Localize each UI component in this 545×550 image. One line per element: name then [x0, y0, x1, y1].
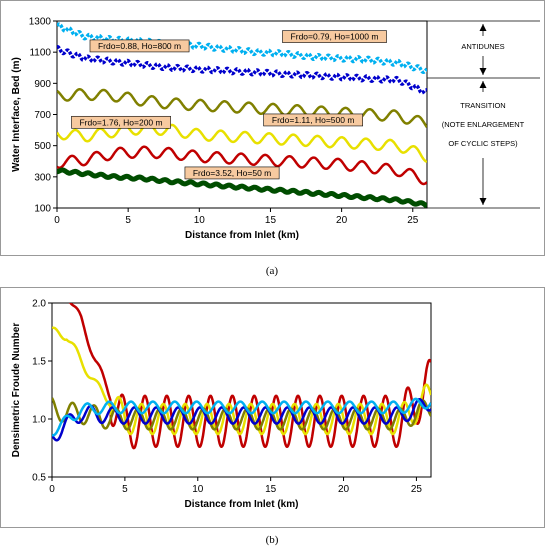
x-axis-label: Distance from Inlet (km) [185, 230, 299, 241]
x-tick-label: 25 [407, 215, 419, 226]
panel-a-label: (a) [266, 265, 279, 277]
series-line-0 [57, 22, 427, 75]
annotation-box [263, 113, 364, 127]
y-tick-label: 1300 [29, 17, 52, 28]
series-line-3 [57, 122, 427, 164]
annotation-label: Frdo=3.52, Ho=50 m [193, 168, 271, 178]
annotation-label: Frdo=0.88, Ho=800 m [98, 41, 181, 51]
x-tick-label: 0 [54, 215, 60, 226]
series-line-2 [57, 88, 427, 129]
x-tick-label: 20 [338, 484, 350, 495]
transition-label-line: TRANSITION [460, 101, 505, 110]
plot-area [51, 302, 432, 478]
y-tick-label: 0.5 [32, 473, 46, 484]
y-tick-label: 1100 [29, 48, 51, 59]
x-tick-label: 10 [194, 215, 206, 226]
x-tick-label: 5 [122, 484, 128, 495]
transition-label-line: (NOTE ENLARGEMENT [442, 120, 525, 129]
x-tick-label: 0 [49, 484, 55, 495]
x-tick-label: 15 [265, 215, 277, 226]
x-tick-label: 25 [411, 484, 423, 495]
series-line-0 [68, 303, 431, 450]
y-tick-label: 100 [34, 204, 51, 215]
y-tick-label: 700 [34, 110, 51, 121]
y-tick-label: 1.0 [32, 415, 46, 426]
arrow-head [479, 81, 487, 88]
annotation-label: Frdo=1.11, Ho=500 m [272, 115, 355, 125]
panel-b-chart: 0 5 10 15 20 25 0.5 1.0 1.5 2.0 Distance from Inle… [11, 299, 432, 510]
x-tick-label: 5 [125, 215, 131, 226]
annotation-box [89, 39, 190, 53]
transition-label-line: OF CYCLIC STEPS) [448, 139, 518, 148]
arrow-head [479, 24, 487, 31]
series-group [52, 303, 431, 450]
arrow-head [479, 198, 487, 205]
series-line-1 [57, 45, 427, 95]
x-tick-label: 10 [192, 484, 204, 495]
y-axis-label: Densimetric Froude Number [11, 323, 22, 458]
series-line-4 [52, 397, 431, 437]
y-tick-label: 1.5 [32, 357, 46, 368]
annotation-box [184, 166, 280, 180]
y-tick-label: 500 [34, 141, 51, 152]
x-axis-label: Distance from Inlet (km) [185, 499, 299, 510]
x-tick-label: 15 [265, 484, 277, 495]
y-tick-label: 2.0 [32, 299, 46, 310]
annotation-box [71, 115, 171, 129]
annotation-label: Frdo=0.79, Ho=1000 m [291, 32, 379, 42]
annotation-box [282, 30, 387, 43]
annotation-label: Frdo=1.76, Ho=200 m [79, 117, 162, 127]
series-line-5 [57, 167, 427, 208]
y-tick-label: 900 [34, 79, 51, 90]
arrow-head [479, 68, 487, 75]
panel-b-label: (b) [266, 534, 279, 546]
series-group [57, 22, 427, 208]
y-axis-label: Water Interface, Bed (m) [11, 57, 22, 172]
antidunes-label: ANTIDUNES [461, 42, 504, 51]
x-tick-label: 20 [336, 215, 348, 226]
series-line-4 [57, 145, 427, 186]
y-tick-label: 300 [34, 172, 51, 183]
panel-a-chart: 0 5 10 15 20 25 100 300 500 700 900 1100 1300 Distanc… [11, 17, 540, 241]
